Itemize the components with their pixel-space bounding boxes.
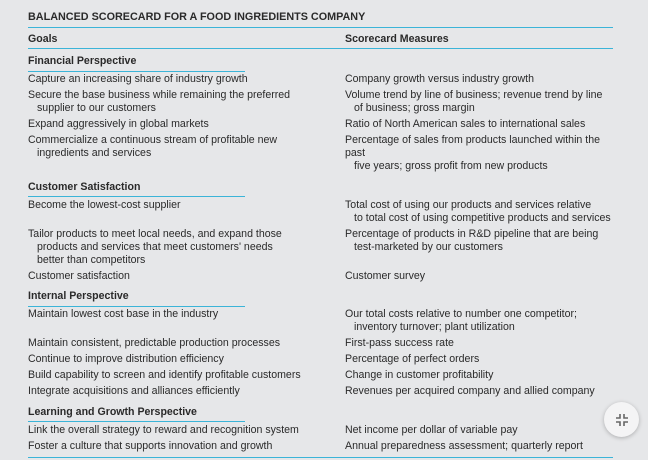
section-heading: Financial Perspective: [28, 49, 245, 72]
table-row: Expand aggressively in global markets Rat…: [28, 117, 613, 133]
table-row: Secure the base business while remaining…: [28, 88, 613, 117]
section-heading: Customer Satisfaction: [28, 175, 245, 197]
goal-text-line: Tailor products to meet local needs, and…: [28, 227, 282, 240]
goal-text-line: better than competitors: [37, 253, 146, 266]
goal-text-line: Expand aggressively in global markets: [28, 118, 209, 130]
goal-text-line: Integrate acquisitions and alliances eff…: [28, 385, 240, 397]
table-row: Maintain lowest cost base in the industr…: [28, 307, 613, 336]
goals-header: Goals: [28, 33, 58, 45]
measure-text-line: Percentage of products in R&D pipeline t…: [345, 227, 599, 240]
goal-cell: Capture an increasing share of industry …: [28, 73, 345, 86]
exit-fullscreen-icon: [615, 413, 628, 426]
section-heading: Learning and Growth Perspective: [28, 400, 245, 422]
measure-cell: Company growth versus industry growth: [345, 73, 613, 86]
table-row: Build capability to screen and identify …: [28, 368, 613, 384]
exit-fullscreen-button[interactable]: [604, 402, 639, 437]
goal-text-line: Capture an increasing share of industry …: [28, 73, 248, 85]
table-row: Maintain consistent, predictable product…: [28, 336, 613, 352]
measure-text-line: First-pass success rate: [345, 337, 454, 349]
goal-cell: Link the overall strategy to reward and …: [28, 424, 345, 437]
goal-text-line: Become the lowest-cost supplier: [28, 198, 181, 211]
section-heading: Internal Perspective: [28, 284, 245, 307]
measure-text-line: Total cost of using our products and ser…: [345, 198, 592, 211]
goal-text-line: Secure the base business while remaining…: [28, 89, 291, 101]
goal-text-line: Commercialize a continuous stream of pro…: [28, 134, 278, 146]
measure-text-line: to total cost of using competitive produ…: [354, 211, 611, 224]
goal-cell: Secure the base business while remaining…: [28, 89, 345, 115]
goal-text-line: supplier to our customers: [37, 102, 156, 114]
goal-cell: Expand aggressively in global markets: [28, 118, 345, 131]
table-row: Capture an increasing share of industry …: [28, 72, 613, 88]
goal-text-line: Link the overall strategy to reward and …: [28, 423, 299, 436]
measure-text-line: Annual preparedness assessment; quarterl…: [345, 439, 583, 452]
column-headers: Goals Scorecard Measures: [28, 28, 613, 49]
goal-text-line: Maintain lowest cost base in the industr…: [28, 308, 219, 320]
table-row: Integrate acquisitions and alliances eff…: [28, 384, 613, 400]
measure-cell: Net income per dollar of variable pay: [345, 424, 613, 437]
measure-text-line: inventory turnover; plant utilization: [354, 321, 515, 333]
goal-text-line: Continue to improve distribution efficie…: [28, 353, 224, 365]
measure-text-line: Company growth versus industry growth: [345, 73, 535, 85]
measure-text-line: Percentage of sales from products launch…: [345, 134, 600, 159]
goal-cell: Tailor products to meet local needs, and…: [28, 228, 345, 267]
measure-text-line: Customer survey: [345, 269, 426, 282]
measures-header: Scorecard Measures: [345, 33, 449, 45]
measure-cell: Annual preparedness assessment; quarterl…: [345, 440, 613, 453]
goal-text-line: Customer satisfaction: [28, 269, 130, 282]
goal-text-line: Maintain consistent, predictable product…: [28, 337, 281, 349]
table-row: Link the overall strategy to reward and …: [28, 422, 613, 438]
table-row: Continue to improve distribution efficie…: [28, 352, 613, 368]
measure-cell: First-pass success rate: [345, 337, 613, 350]
goal-cell: Commercialize a continuous stream of pro…: [28, 134, 345, 173]
measure-cell: Customer survey: [345, 270, 613, 283]
measure-text-line: of business; gross margin: [354, 102, 475, 114]
measure-cell: Change in customer profitability: [345, 369, 613, 382]
measure-cell: Percentage of products in R&D pipeline t…: [345, 228, 613, 267]
measure-text-line: Change in customer profitability: [345, 369, 494, 381]
measure-text-line: test-marketed by our customers: [354, 240, 503, 253]
goal-text-line: products and services that meet customer…: [37, 240, 273, 253]
table-row: Customer satisfaction Customer survey: [28, 268, 613, 284]
table-row: Commercialize a continuous stream of pro…: [28, 133, 613, 175]
goal-text-line: Foster a culture that supports innovatio…: [28, 439, 273, 452]
measure-text-line: Revenues per acquired company and allied…: [345, 385, 595, 397]
table-row: Tailor products to meet local needs, and…: [28, 226, 613, 268]
measure-text-line: Percentage of perfect orders: [345, 353, 480, 365]
goal-text-line: Build capability to screen and identify …: [28, 369, 301, 381]
measure-cell: Percentage of perfect orders: [345, 353, 613, 366]
goal-cell: Build capability to screen and identify …: [28, 369, 345, 382]
measure-text-line: Net income per dollar of variable pay: [345, 423, 518, 436]
goal-cell: Maintain consistent, predictable product…: [28, 337, 345, 350]
measure-cell: Volume trend by line of business; revenu…: [345, 89, 613, 115]
goal-text-line: ingredients and services: [37, 147, 152, 159]
scorecard-table: BALANCED SCORECARD FOR A FOOD INGREDIENT…: [28, 11, 613, 458]
measure-text-line: Volume trend by line of business; revenu…: [345, 89, 603, 101]
measure-cell: Total cost of using our products and ser…: [345, 199, 613, 225]
goal-cell: Continue to improve distribution efficie…: [28, 353, 345, 366]
measure-cell: Revenues per acquired company and allied…: [345, 385, 613, 398]
goal-cell: Foster a culture that supports innovatio…: [28, 440, 345, 453]
table-row: Foster a culture that supports innovatio…: [28, 438, 613, 454]
table-body: Financial Perspective Capture an increasi…: [28, 49, 613, 454]
measure-text-line: Our total costs relative to number one c…: [345, 308, 577, 320]
measure-cell: Our total costs relative to number one c…: [345, 308, 613, 334]
measure-text-line: Ratio of North American sales to interna…: [345, 118, 586, 130]
goal-cell: Customer satisfaction: [28, 270, 345, 283]
measure-cell: Percentage of sales from products launch…: [345, 134, 613, 173]
measure-text-line: five years; gross profit from new produc…: [354, 160, 548, 172]
goal-cell: Become the lowest-cost supplier: [28, 199, 345, 225]
table-row: Become the lowest-cost supplier Total cos…: [28, 197, 613, 226]
goal-cell: Maintain lowest cost base in the industr…: [28, 308, 345, 334]
measure-cell: Ratio of North American sales to interna…: [345, 118, 613, 131]
goal-cell: Integrate acquisitions and alliances eff…: [28, 385, 345, 398]
table-bottom-rule: [28, 457, 613, 458]
table-title: BALANCED SCORECARD FOR A FOOD INGREDIENT…: [28, 11, 613, 28]
